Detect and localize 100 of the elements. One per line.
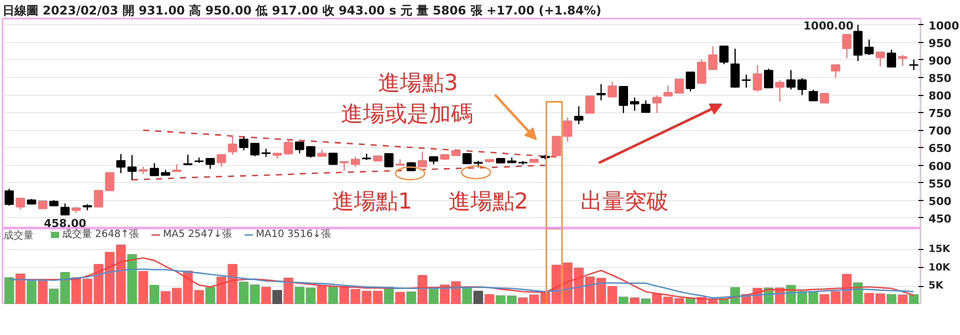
bar bbox=[205, 286, 216, 304]
candlestick bbox=[696, 58, 706, 84]
y-tick-label: 950 bbox=[928, 36, 952, 50]
candlestick bbox=[730, 48, 740, 88]
candlestick bbox=[340, 161, 349, 172]
candlestick bbox=[206, 158, 215, 170]
annotation: 進場或是加碼 bbox=[340, 102, 473, 128]
bar bbox=[640, 298, 651, 304]
candlestick bbox=[742, 74, 751, 88]
candlestick bbox=[663, 84, 673, 96]
bar bbox=[4, 277, 14, 304]
candlestick bbox=[462, 153, 472, 164]
chart-title: 成交量 bbox=[4, 230, 34, 242]
candlestick bbox=[775, 80, 784, 102]
annotation: 進場點3 bbox=[378, 70, 458, 96]
bar bbox=[38, 280, 48, 304]
bar bbox=[630, 297, 640, 304]
legend-label: MA5 2547↓張 bbox=[163, 228, 232, 241]
candlestick bbox=[831, 64, 840, 78]
candlestick bbox=[820, 93, 830, 104]
bar bbox=[127, 254, 137, 304]
candlestick bbox=[105, 172, 114, 192]
bar bbox=[908, 294, 919, 304]
candlestick bbox=[384, 153, 394, 168]
candlestick bbox=[853, 24, 863, 62]
candlestick bbox=[284, 138, 294, 156]
candlestick bbox=[250, 142, 260, 157]
candlestick bbox=[574, 106, 584, 125]
candlestick bbox=[150, 162, 160, 176]
y-tick-label: 10K bbox=[928, 262, 952, 274]
bar bbox=[272, 290, 282, 304]
candlestick bbox=[116, 153, 126, 174]
y-tick-label: 900 bbox=[928, 54, 952, 68]
candlestick bbox=[674, 78, 684, 94]
bar bbox=[16, 274, 26, 304]
legend-label: 成交量 2648↑張 bbox=[62, 228, 140, 241]
y-tick-label: 800 bbox=[928, 90, 952, 103]
bar bbox=[328, 286, 338, 304]
y-tick-label: 750 bbox=[928, 107, 952, 120]
y-tick-label: 450 bbox=[928, 212, 952, 226]
candlestick bbox=[786, 70, 796, 90]
y-tick-label: 500 bbox=[928, 194, 952, 208]
y-tick-label: 850 bbox=[928, 72, 952, 85]
bar bbox=[484, 294, 494, 304]
candlestick bbox=[630, 96, 640, 112]
candlestick bbox=[808, 89, 818, 102]
candlestick bbox=[652, 94, 662, 114]
candlestick bbox=[239, 136, 248, 151]
candlestick bbox=[764, 68, 774, 88]
bar bbox=[150, 284, 160, 304]
chart-title: 日線圖 2023/02/03 開 931.00 高 950.00 低 917.00 收 943.00 s 元 量 5806 張 +17.00 (+1.84%) bbox=[2, 4, 602, 18]
y-tick-label: 1000 bbox=[928, 19, 960, 32]
bar bbox=[618, 296, 628, 304]
candlestick bbox=[350, 156, 360, 168]
candlestick bbox=[898, 54, 908, 66]
bar bbox=[138, 270, 148, 304]
candlestick bbox=[585, 96, 595, 114]
bar bbox=[462, 286, 472, 304]
candlestick bbox=[864, 38, 874, 56]
candlestick bbox=[552, 136, 562, 156]
legend-label: MA10 3516↓張 bbox=[256, 228, 332, 241]
candlestick bbox=[596, 84, 606, 101]
annotation: 1000.00 bbox=[803, 19, 854, 32]
candlestick bbox=[216, 154, 226, 168]
y-tick-label: 550 bbox=[928, 177, 952, 190]
candlestick bbox=[608, 81, 617, 98]
line-series bbox=[142, 130, 558, 158]
candlestick bbox=[641, 100, 650, 113]
candlestick bbox=[886, 49, 896, 68]
candlestick bbox=[294, 142, 304, 154]
candlestick bbox=[418, 150, 428, 168]
bar bbox=[261, 286, 271, 304]
candlestick bbox=[228, 136, 238, 156]
annotation: 進場點2 bbox=[448, 189, 528, 214]
bar bbox=[406, 292, 416, 304]
candlestick bbox=[752, 64, 762, 92]
candlestick bbox=[686, 72, 696, 92]
candlestick bbox=[172, 164, 182, 172]
line-series bbox=[8, 268, 914, 299]
y-tick-label: 600 bbox=[928, 160, 952, 173]
annotation: 出量突破 bbox=[580, 189, 669, 214]
bar bbox=[317, 286, 327, 304]
candlestick bbox=[562, 116, 572, 142]
bar bbox=[898, 294, 908, 304]
bar bbox=[418, 274, 428, 304]
candlestick bbox=[94, 190, 104, 208]
bar bbox=[886, 294, 896, 304]
bar bbox=[473, 290, 484, 304]
bar bbox=[395, 292, 405, 304]
candlestick bbox=[842, 34, 852, 59]
line-series bbox=[131, 164, 546, 180]
candlestick bbox=[798, 78, 807, 96]
y-tick-label: 5K bbox=[928, 280, 944, 292]
candlestick bbox=[60, 202, 70, 216]
bar bbox=[284, 278, 294, 304]
candlestick bbox=[16, 198, 25, 210]
bar bbox=[26, 280, 36, 304]
candlestick bbox=[719, 46, 729, 65]
candlestick bbox=[618, 86, 628, 114]
candlestick bbox=[127, 154, 137, 181]
